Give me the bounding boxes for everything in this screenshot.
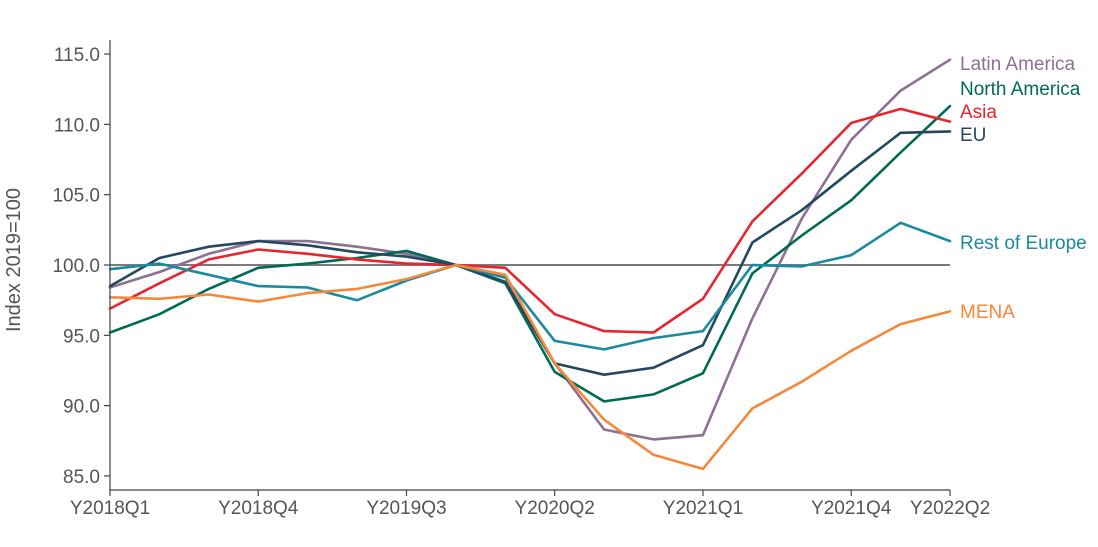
y-tick-label: 95.0 [63, 326, 100, 347]
series-line-rest-of-europe [108, 221, 952, 351]
series-line-eu [108, 130, 952, 377]
series-label-mena: MENA [960, 302, 1015, 323]
series-line-asia [108, 107, 952, 334]
series-line-mena [108, 263, 952, 471]
y-tick-label: 85.0 [63, 467, 100, 488]
y-tick-label: 100.0 [52, 256, 100, 277]
series-label-latin-america: Latin America [960, 54, 1076, 75]
tick-layer: 85.0 90.0 95.0 100.0 105.0 110.0 115.0 Y2018Q1 Y… [52, 45, 990, 519]
x-tick-label: Y2021Q4 [811, 498, 892, 519]
series-layer [108, 58, 952, 471]
x-tick-label: Y2020Q2 [515, 498, 595, 519]
y-tick-label: 110.0 [54, 115, 100, 136]
x-tick-label: Y2019Q3 [366, 498, 446, 519]
series-line-latin-america [108, 58, 952, 441]
x-tick-label: Y2021Q1 [663, 498, 743, 519]
y-tick-label: 105.0 [52, 186, 100, 207]
x-tick-label: Y2018Q4 [218, 498, 299, 519]
y-axis-title: Index 2019=100 [3, 188, 25, 332]
y-tick-label: 115.0 [54, 45, 100, 66]
x-tick-label: Y2018Q1 [70, 498, 150, 519]
series-label-asia: Asia [960, 102, 997, 123]
y-tick-label: 90.0 [63, 397, 100, 418]
series-label-north-america: North America [960, 79, 1081, 100]
series-label-eu: EU [960, 125, 986, 146]
series-label-rest-of-europe: Rest of Europe [960, 233, 1087, 254]
series-line-north-america [108, 104, 952, 403]
x-tick-label: Y2022Q2 [910, 498, 990, 519]
